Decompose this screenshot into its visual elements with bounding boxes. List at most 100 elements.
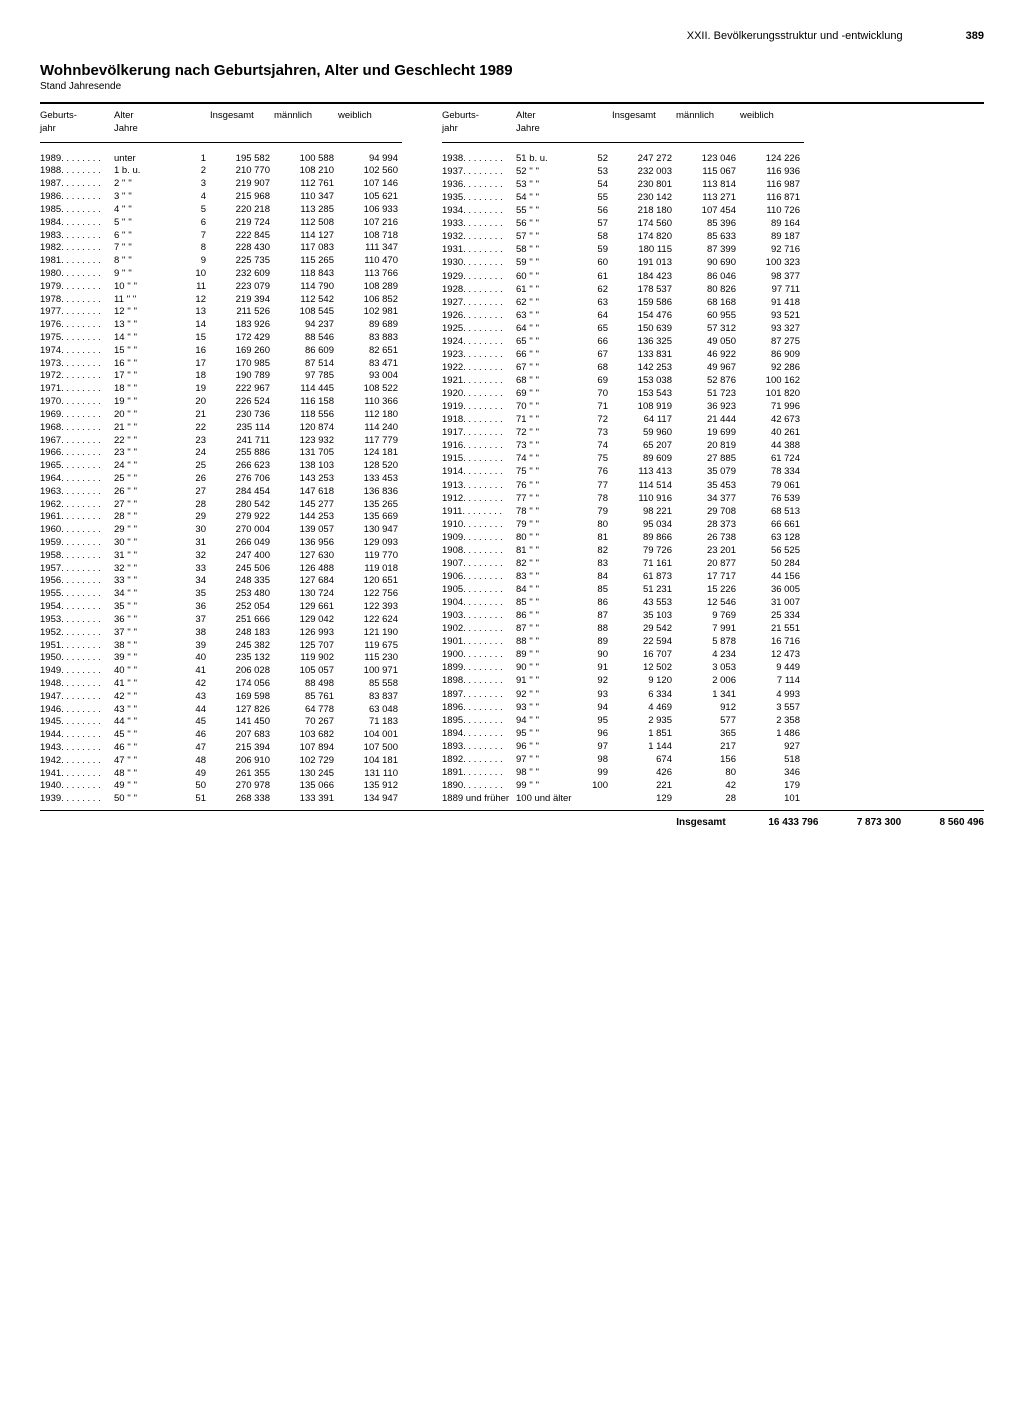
cell-male: 912 xyxy=(676,701,740,714)
cell-age: 23 '' '' xyxy=(114,447,188,460)
cell-female: 107 146 xyxy=(338,178,402,191)
cell-year: 1932. . . . . . . . xyxy=(442,231,516,244)
table-right: Geburts- jahr Alter Jahre Insgesamt männ… xyxy=(442,104,804,806)
table-row: 1955. . . . . . . .34 '' ''35253 480130 … xyxy=(40,588,402,601)
cell-year: 1970. . . . . . . . xyxy=(40,396,114,409)
table-row: 1920. . . . . . . .69 '' ''70153 54351 7… xyxy=(442,388,804,401)
cell-male: 217 xyxy=(676,741,740,754)
cell-female: 101 820 xyxy=(740,388,804,401)
cell-age: 47 '' '' xyxy=(114,755,188,768)
cell-age-upper: 65 xyxy=(590,323,612,336)
cell-age-upper: 66 xyxy=(590,336,612,349)
table-row: 1932. . . . . . . .57 '' ''58174 82085 6… xyxy=(442,231,804,244)
cell-male: 147 618 xyxy=(274,486,338,499)
cell-year: 1916. . . . . . . . xyxy=(442,440,516,453)
cell-year: 1943. . . . . . . . xyxy=(40,742,114,755)
cell-female: 101 xyxy=(740,793,804,806)
cell-age: 21 '' '' xyxy=(114,422,188,435)
table-row: 1912. . . . . . . .77 '' ''78110 91634 3… xyxy=(442,492,804,505)
cell-male: 26 738 xyxy=(676,532,740,545)
cell-female: 21 551 xyxy=(740,623,804,636)
cell-year: 1934. . . . . . . . xyxy=(442,205,516,218)
cell-age-upper: 92 xyxy=(590,675,612,688)
cell-male: 7 991 xyxy=(676,623,740,636)
cell-age: 57 '' '' xyxy=(516,231,590,244)
cell-age: 14 '' '' xyxy=(114,332,188,345)
cell-total: 95 034 xyxy=(612,519,676,532)
cell-male: 130 724 xyxy=(274,588,338,601)
table-row: 1938. . . . . . . .51 b. u.52247 272123 … xyxy=(442,142,804,166)
cell-year: 1964. . . . . . . . xyxy=(40,473,114,486)
cell-age-upper: 1 xyxy=(188,142,210,165)
cell-total: 29 542 xyxy=(612,623,676,636)
cell-total: 190 789 xyxy=(210,370,274,383)
cell-age-upper: 44 xyxy=(188,704,210,717)
cell-age-upper: 76 xyxy=(590,466,612,479)
table-left: Geburts- jahr Alter Jahre Insgesamt männ… xyxy=(40,104,402,806)
cell-age: 43 '' '' xyxy=(114,704,188,717)
cell-male: 80 xyxy=(676,767,740,780)
cell-male: 113 285 xyxy=(274,204,338,217)
cell-male: 123 932 xyxy=(274,435,338,448)
cell-year: 1930. . . . . . . . xyxy=(442,257,516,270)
cell-female: 518 xyxy=(740,754,804,767)
cell-age: 91 '' '' xyxy=(516,675,590,688)
cell-total: 108 919 xyxy=(612,401,676,414)
table-row: 1950. . . . . . . .39 '' ''40235 132119 … xyxy=(40,652,402,665)
data-tables: Geburts- jahr Alter Jahre Insgesamt männ… xyxy=(40,102,984,811)
cell-age-upper: 60 xyxy=(590,257,612,270)
cell-age: 74 '' '' xyxy=(516,453,590,466)
cell-year: 1977. . . . . . . . xyxy=(40,306,114,319)
cell-age: 77 '' '' xyxy=(516,492,590,505)
cell-total: 133 831 xyxy=(612,349,676,362)
cell-age-upper: 12 xyxy=(188,294,210,307)
cell-age-upper: 62 xyxy=(590,283,612,296)
table-row: 1910. . . . . . . .79 '' ''8095 03428 37… xyxy=(442,519,804,532)
table-row: 1896. . . . . . . .93 '' ''944 4699123 5… xyxy=(442,701,804,714)
col-male: männlich xyxy=(676,104,740,142)
cell-age: 81 '' '' xyxy=(516,545,590,558)
cell-age-upper: 93 xyxy=(590,688,612,701)
cell-year: 1920. . . . . . . . xyxy=(442,388,516,401)
cell-male: 118 843 xyxy=(274,268,338,281)
cell-female: 68 513 xyxy=(740,506,804,519)
cell-year: 1937. . . . . . . . xyxy=(442,166,516,179)
cell-age-upper: 77 xyxy=(590,479,612,492)
cell-male: 60 955 xyxy=(676,310,740,323)
cell-male: 110 347 xyxy=(274,191,338,204)
table-row: 1922. . . . . . . .67 '' ''68142 25349 9… xyxy=(442,362,804,375)
table-row: 1898. . . . . . . .91 '' ''929 1202 0067… xyxy=(442,675,804,688)
table-row: 1893. . . . . . . .96 '' ''971 144217927 xyxy=(442,741,804,754)
cell-male: 112 508 xyxy=(274,217,338,230)
cell-total: 64 117 xyxy=(612,414,676,427)
table-row: 1911. . . . . . . .78 '' ''7998 22129 70… xyxy=(442,506,804,519)
cell-year: 1903. . . . . . . . xyxy=(442,610,516,623)
cell-age-upper: 51 xyxy=(188,793,210,806)
cell-female: 130 947 xyxy=(338,524,402,537)
cell-year: 1968. . . . . . . . xyxy=(40,422,114,435)
cell-age-upper: 96 xyxy=(590,728,612,741)
cell-female: 119 018 xyxy=(338,563,402,576)
cell-total: 232 003 xyxy=(612,166,676,179)
cell-age-upper: 24 xyxy=(188,447,210,460)
cell-female: 92 286 xyxy=(740,362,804,375)
cell-age: 40 '' '' xyxy=(114,665,188,678)
cell-male: 107 894 xyxy=(274,742,338,755)
cell-male: 15 226 xyxy=(676,584,740,597)
cell-year: 1924. . . . . . . . xyxy=(442,336,516,349)
cell-age: 99 '' '' xyxy=(516,780,590,793)
cell-male: 70 267 xyxy=(274,716,338,729)
table-row: 1890. . . . . . . .99 '' ''10022142179 xyxy=(442,780,804,793)
cell-age-upper: 86 xyxy=(590,597,612,610)
cell-age: 78 '' '' xyxy=(516,506,590,519)
cell-age: 90 '' '' xyxy=(516,662,590,675)
cell-total: 207 683 xyxy=(210,729,274,742)
cell-age: 93 '' '' xyxy=(516,701,590,714)
cell-age: 76 '' '' xyxy=(516,479,590,492)
cell-age: 48 '' '' xyxy=(114,768,188,781)
cell-age-upper: 34 xyxy=(188,575,210,588)
cell-female: 105 621 xyxy=(338,191,402,204)
cell-total: 51 231 xyxy=(612,584,676,597)
cell-age-upper: 78 xyxy=(590,492,612,505)
table-row: 1949. . . . . . . .40 '' ''41206 028105 … xyxy=(40,665,402,678)
